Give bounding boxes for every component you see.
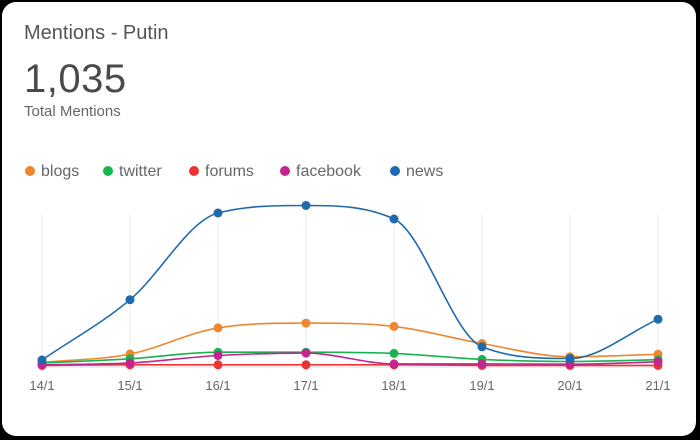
data-point-news-15/1[interactable] — [125, 295, 135, 305]
data-point-facebook-21/1[interactable] — [653, 357, 663, 367]
data-point-facebook-15/1[interactable] — [125, 358, 135, 368]
data-point-blogs-16/1[interactable] — [213, 323, 223, 333]
data-point-facebook-17/1[interactable] — [301, 348, 311, 358]
chart-legend: blogs twitter forums facebook news — [25, 163, 443, 180]
x-tick-label: 14/1 — [29, 378, 54, 393]
data-point-blogs-18/1[interactable] — [389, 321, 399, 331]
series-line-forums — [41, 363, 658, 367]
legend-label-twitter: twitter — [119, 163, 162, 180]
legend-label-facebook: facebook — [296, 163, 362, 180]
data-point-forums-17/1[interactable] — [301, 360, 311, 370]
chart-series-points — [37, 201, 663, 370]
series-line-news — [41, 204, 659, 361]
x-tick-label: 17/1 — [293, 378, 318, 393]
data-point-news-20/1[interactable] — [565, 354, 575, 363]
legend-dot-blogs — [25, 166, 35, 176]
legend-item-twitter[interactable]: twitter — [103, 163, 162, 180]
data-point-facebook-19/1[interactable] — [477, 359, 487, 369]
legend-dot-twitter — [103, 166, 113, 176]
legend-dot-news — [390, 166, 400, 176]
legend-label-forums: forums — [205, 163, 254, 180]
chart-grid — [38, 214, 662, 371]
x-tick-label: 19/1 — [469, 378, 494, 393]
series-line-facebook — [41, 352, 659, 366]
data-point-blogs-17/1[interactable] — [301, 318, 311, 328]
legend-label-news: news — [406, 163, 443, 180]
data-point-facebook-16/1[interactable] — [213, 351, 223, 360]
data-point-news-17/1[interactable] — [301, 201, 311, 210]
legend-item-news[interactable]: news — [390, 163, 443, 180]
x-tick-label: 18/1 — [381, 378, 406, 393]
total-mentions-value: 1,035 — [24, 57, 127, 101]
data-point-facebook-18/1[interactable] — [389, 359, 399, 369]
widget-title: Mentions - Putin — [24, 22, 169, 44]
legend-dot-forums — [189, 166, 199, 176]
legend-item-facebook[interactable]: facebook — [280, 163, 362, 180]
mentions-line-chart: blogs twitter forums facebook news 14/1 15/1 1… — [25, 163, 671, 393]
data-point-news-21/1[interactable] — [653, 314, 663, 324]
series-line-blogs — [41, 322, 659, 364]
data-point-news-14/1[interactable] — [37, 355, 47, 365]
mentions-widget: Mentions - Putin 1,035 Total Mentions bl… — [2, 2, 696, 436]
data-point-news-18/1[interactable] — [389, 214, 399, 224]
x-tick-label: 15/1 — [117, 378, 142, 393]
legend-item-blogs[interactable]: blogs — [25, 163, 79, 180]
chart-series-lines — [41, 204, 659, 367]
series-points-news — [37, 201, 663, 365]
series-line-twitter — [41, 351, 659, 364]
data-point-twitter-18/1[interactable] — [389, 348, 399, 358]
data-point-forums-16/1[interactable] — [213, 360, 223, 370]
data-point-news-19/1[interactable] — [477, 342, 487, 352]
total-mentions-label: Total Mentions — [24, 103, 121, 120]
x-tick-label: 20/1 — [557, 378, 582, 393]
x-tick-label: 16/1 — [205, 378, 230, 393]
chart-x-axis: 14/1 15/1 16/1 17/1 18/1 19/1 20/1 21/1 — [29, 378, 670, 393]
data-point-news-16/1[interactable] — [213, 208, 223, 218]
x-tick-label: 21/1 — [645, 378, 670, 393]
legend-item-forums[interactable]: forums — [189, 163, 254, 180]
legend-dot-facebook — [280, 166, 290, 176]
legend-label-blogs: blogs — [41, 163, 79, 180]
